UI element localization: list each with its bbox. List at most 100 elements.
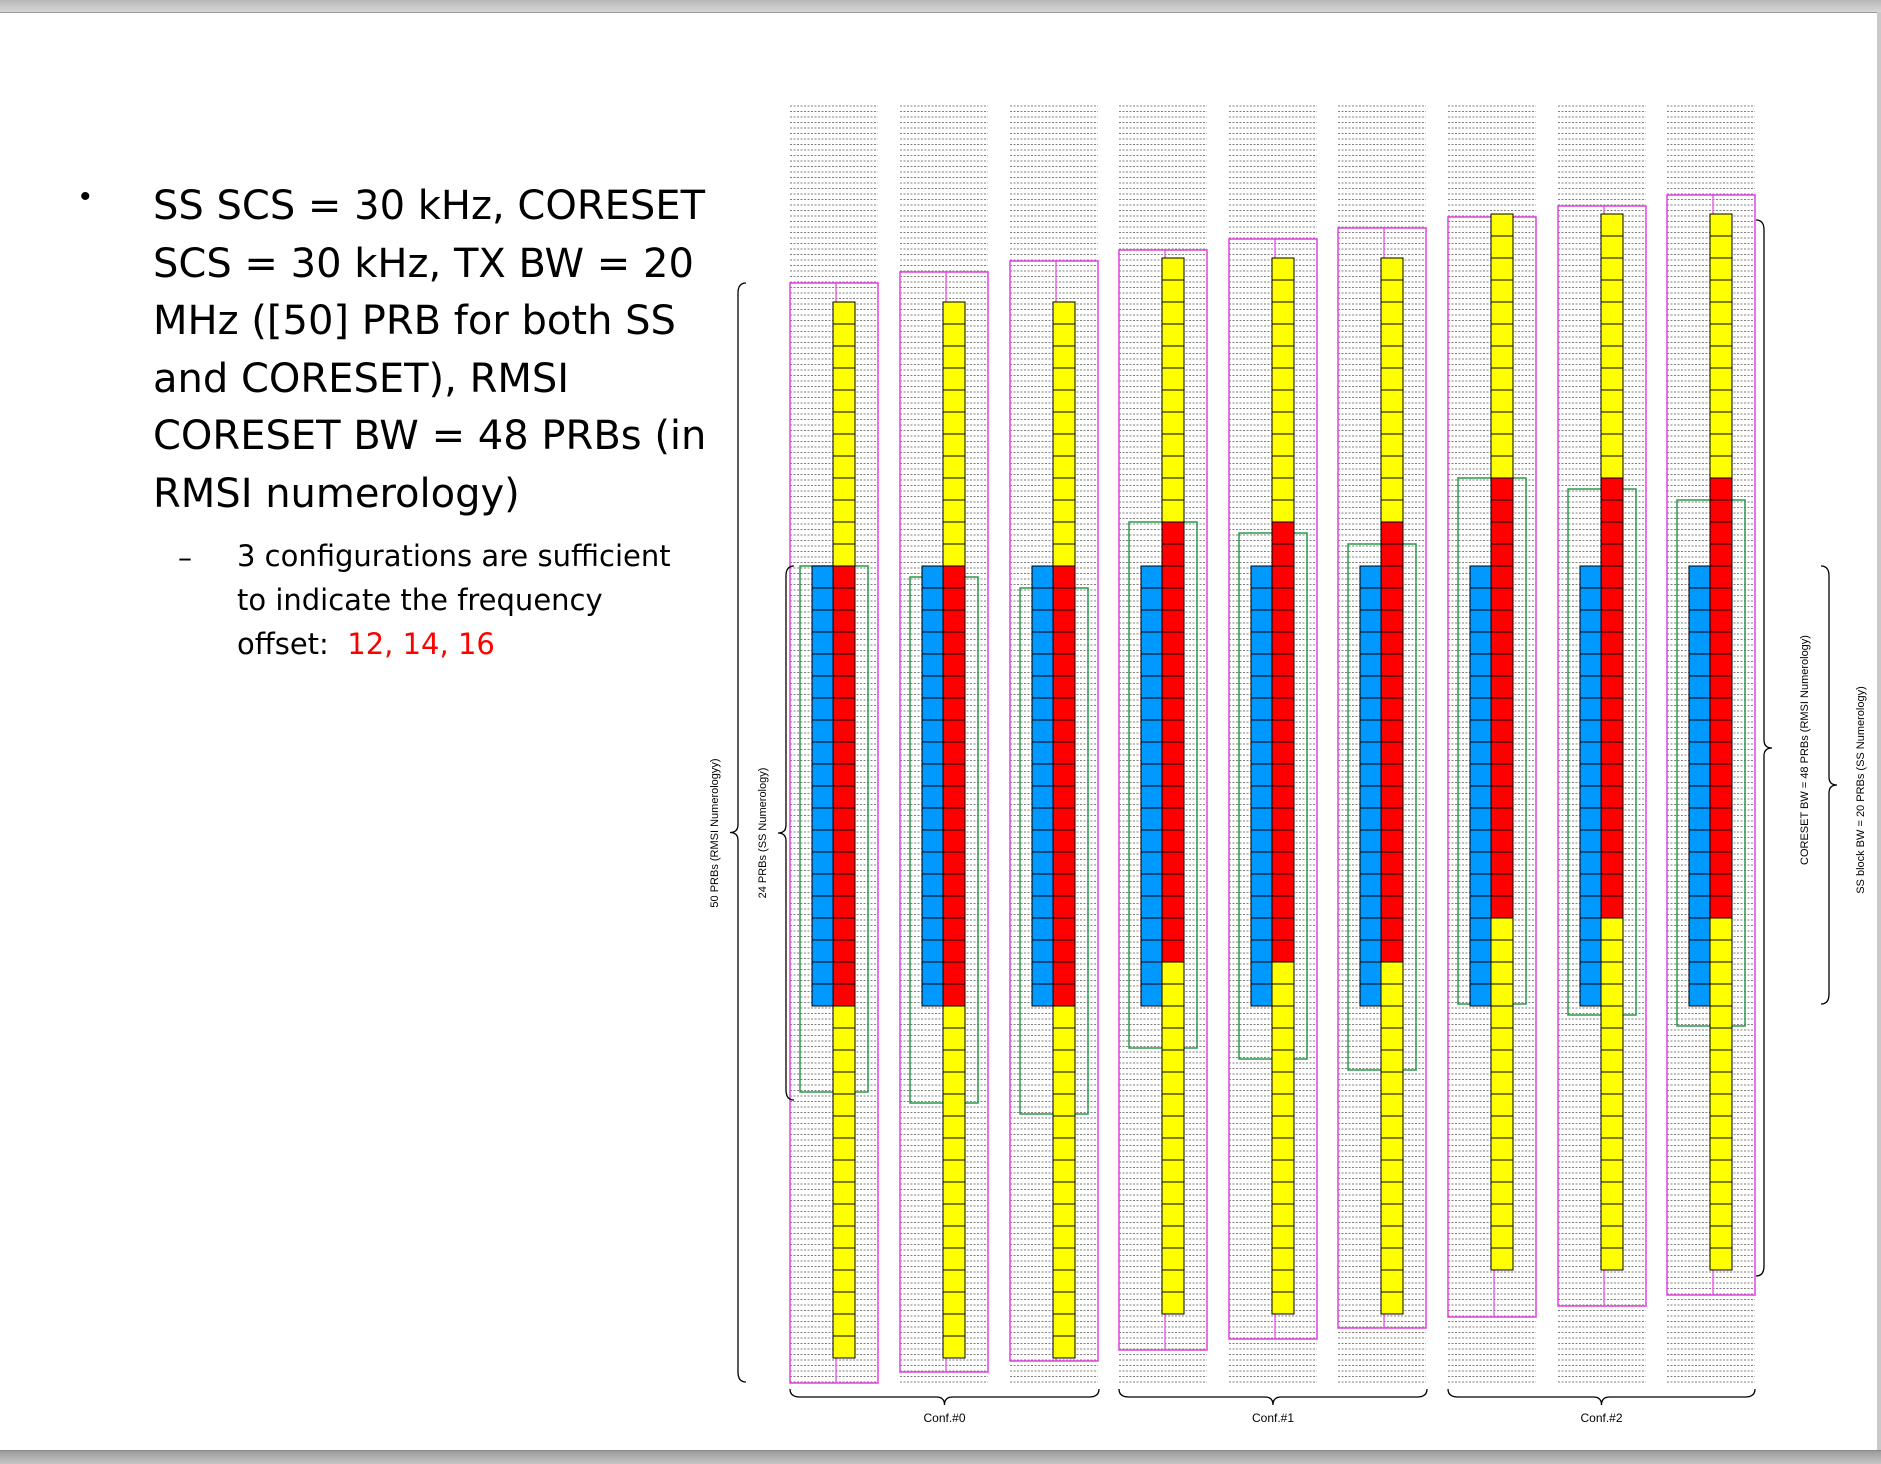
coreset-cell xyxy=(1380,961,1404,985)
ss-block-cell xyxy=(811,631,834,655)
coreset-cell xyxy=(1271,389,1295,413)
ss-block-cell xyxy=(1469,675,1492,699)
coreset-cell xyxy=(1380,433,1404,457)
coreset-cell xyxy=(1161,301,1185,325)
overlap-cell xyxy=(1490,719,1514,743)
coreset-cell xyxy=(1600,1115,1624,1139)
coreset-cell xyxy=(1380,257,1404,281)
ss-block-cell xyxy=(1469,829,1492,853)
ss-block-cell xyxy=(1031,719,1054,743)
coreset-cell xyxy=(832,345,856,369)
ss-block-cell xyxy=(1469,983,1492,1007)
window-bottom-bar xyxy=(0,1450,1881,1464)
ss-block-cell xyxy=(811,763,834,787)
ss-block-cell xyxy=(1140,697,1163,721)
overlap-cell xyxy=(832,565,856,589)
coreset-cell xyxy=(1490,1049,1514,1073)
conf-label-2: Conf.#2 xyxy=(1580,1411,1622,1425)
overlap-cell xyxy=(1490,873,1514,897)
coreset-cell xyxy=(1490,345,1514,369)
overlap-cell xyxy=(1600,499,1624,523)
ss-block-cell xyxy=(1579,785,1602,809)
config-column-8 xyxy=(1666,105,1756,1383)
ss-block-cell xyxy=(811,785,834,809)
ss-block-cell xyxy=(1359,939,1382,963)
coreset-cell xyxy=(1709,1005,1733,1029)
overlap-cell xyxy=(1271,873,1295,897)
coreset-cell xyxy=(1600,1137,1624,1161)
coreset-cell xyxy=(1271,1203,1295,1227)
overlap-cell xyxy=(1490,609,1514,633)
overlap-cell xyxy=(1490,697,1514,721)
ss-block-cell xyxy=(811,675,834,699)
coreset-cell xyxy=(1490,1005,1514,1029)
coreset-cell xyxy=(1052,1269,1076,1293)
coreset-cell xyxy=(832,1049,856,1073)
overlap-cell xyxy=(1709,543,1733,567)
ss-block-cell xyxy=(1031,565,1054,589)
ss-block-cell xyxy=(1469,939,1492,963)
ss-block-cell xyxy=(1140,763,1163,787)
overlap-cell xyxy=(1709,631,1733,655)
offset-values: 12, 14, 16 xyxy=(347,627,495,661)
coreset-cell xyxy=(1490,389,1514,413)
coreset-cell xyxy=(832,367,856,391)
overlap-cell xyxy=(832,961,856,985)
ss-block-cell xyxy=(1469,785,1492,809)
coreset-cell xyxy=(1271,279,1295,303)
overlap-cell xyxy=(832,763,856,787)
ss-block-cell xyxy=(1469,609,1492,633)
brace-50-prbs xyxy=(729,282,747,1383)
ss-block-cell xyxy=(1469,895,1492,919)
coreset-cell xyxy=(1709,411,1733,435)
coreset-cell xyxy=(1161,1291,1185,1315)
config-column-4 xyxy=(1228,105,1318,1383)
coreset-cell xyxy=(1600,345,1624,369)
coreset-cell xyxy=(942,323,966,347)
ss-block-cell xyxy=(1140,675,1163,699)
coreset-cell xyxy=(1052,1071,1076,1095)
overlap-cell xyxy=(1709,785,1733,809)
overlap-cell xyxy=(1271,917,1295,941)
ss-block-cell xyxy=(921,763,944,787)
coreset-cell xyxy=(1161,1071,1185,1095)
coreset-cell xyxy=(1052,1335,1076,1359)
ss-block-cell xyxy=(921,939,944,963)
coreset-cell xyxy=(1161,1203,1185,1227)
coreset-cell xyxy=(1271,961,1295,985)
ss-block-cell xyxy=(811,741,834,765)
ss-block-cell xyxy=(1688,829,1711,853)
coreset-cell xyxy=(1490,257,1514,281)
label-coreset-bw: CORESET BW = 48 PRBs (RMSI Numerology) xyxy=(1799,635,1811,865)
ss-block-cell xyxy=(1140,917,1163,941)
coreset-cell xyxy=(942,1269,966,1293)
overlap-cell xyxy=(1600,829,1624,853)
ss-block-cell xyxy=(1359,631,1382,655)
coreset-cell xyxy=(1709,917,1733,941)
overlap-cell xyxy=(942,697,966,721)
coreset-cell xyxy=(1271,1137,1295,1161)
config-column-1 xyxy=(899,105,989,1383)
ss-block-cell xyxy=(921,609,944,633)
ss-block-cell xyxy=(1140,939,1163,963)
coreset-cell xyxy=(942,521,966,545)
coreset-cell xyxy=(1490,301,1514,325)
coreset-cell xyxy=(1161,455,1185,479)
coreset-cell xyxy=(942,477,966,501)
coreset-cell xyxy=(1161,323,1185,347)
coreset-cell xyxy=(1161,1225,1185,1249)
ss-block-cell xyxy=(811,895,834,919)
coreset-cell xyxy=(1380,1247,1404,1271)
overlap-cell xyxy=(1161,521,1185,545)
ss-block-cell xyxy=(1031,785,1054,809)
overlap-cell xyxy=(942,631,966,655)
ss-block-cell xyxy=(1579,851,1602,875)
ss-block-cell xyxy=(1359,917,1382,941)
ss-block-cell xyxy=(1359,785,1382,809)
ss-block-cell xyxy=(1031,609,1054,633)
coreset-cell xyxy=(1052,521,1076,545)
ss-block-cell xyxy=(1359,873,1382,897)
coreset-cell xyxy=(832,499,856,523)
coreset-cell xyxy=(1600,961,1624,985)
coreset-cell xyxy=(1161,1005,1185,1029)
